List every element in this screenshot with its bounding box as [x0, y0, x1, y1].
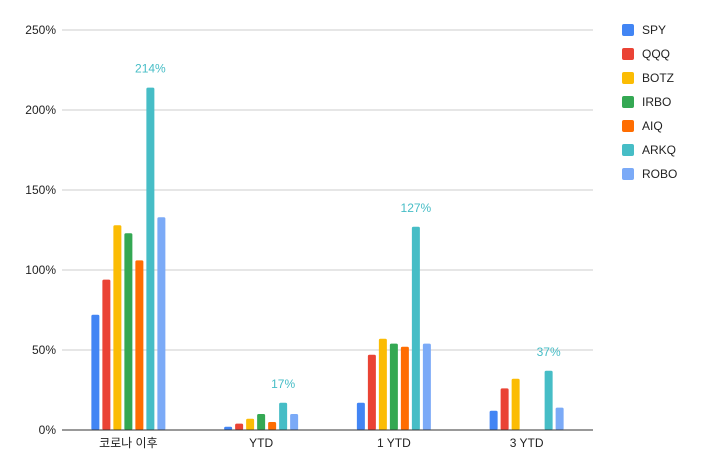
legend-item-qqq: QQQ	[622, 47, 670, 61]
bar-qqq	[500, 388, 509, 430]
legend-item-arkq: ARKQ	[622, 143, 676, 157]
legend-label: SPY	[642, 23, 666, 37]
bar-spy	[224, 426, 233, 430]
legend-swatch	[622, 48, 634, 60]
bar-botz	[511, 378, 520, 430]
bars	[91, 87, 564, 430]
legend-swatch	[622, 24, 634, 36]
bar-irbo	[389, 343, 398, 430]
legend: SPY QQQ BOTZ IRBO AIQ ARKQ ROBO	[622, 23, 677, 181]
data-label: 37%	[537, 345, 561, 359]
bar-irbo	[124, 233, 133, 430]
x-category-label: YTD	[249, 436, 273, 450]
bar-botz	[246, 418, 255, 430]
bar-robo	[422, 343, 431, 430]
bar-botz	[378, 338, 387, 430]
legend-label: ROBO	[642, 167, 677, 181]
y-tick-label: 200%	[25, 103, 56, 117]
bar-spy	[489, 410, 498, 430]
bar-spy	[91, 314, 100, 430]
bar-robo	[555, 407, 564, 430]
legend-swatch	[622, 168, 634, 180]
bar-botz	[113, 225, 122, 430]
legend-label: QQQ	[642, 47, 670, 61]
y-axis-ticks: 0% 50% 100% 150% 200% 250%	[25, 23, 56, 437]
bar-robo	[290, 414, 299, 430]
bar-arkq	[146, 87, 155, 430]
y-tick-label: 150%	[25, 183, 56, 197]
bar-aiq	[268, 422, 277, 430]
bar-arkq	[411, 226, 420, 430]
legend-label: BOTZ	[642, 71, 674, 85]
legend-label: AIQ	[642, 119, 663, 133]
bar-qqq	[235, 423, 244, 430]
data-labels: 214% 17% 127% 37%	[135, 62, 561, 391]
bar-robo	[157, 217, 166, 430]
x-category-label: 3 YTD	[510, 436, 544, 450]
bar-arkq	[544, 370, 553, 430]
legend-item-aiq: AIQ	[622, 119, 663, 133]
y-tick-label: 50%	[32, 343, 56, 357]
x-category-label: 1 YTD	[377, 436, 411, 450]
legend-swatch	[622, 96, 634, 108]
bar-aiq	[400, 346, 409, 430]
x-axis-categories: 코로나 이후 YTD 1 YTD 3 YTD	[99, 436, 544, 450]
data-label: 214%	[135, 62, 166, 76]
legend-item-irbo: IRBO	[622, 95, 671, 109]
legend-item-spy: SPY	[622, 23, 666, 37]
y-tick-label: 250%	[25, 23, 56, 37]
legend-swatch	[622, 72, 634, 84]
bar-qqq	[102, 279, 111, 430]
legend-swatch	[622, 120, 634, 132]
y-tick-label: 100%	[25, 263, 56, 277]
x-category-label: 코로나 이후	[99, 436, 158, 450]
y-tick-label: 0%	[39, 423, 57, 437]
bar-spy	[356, 402, 365, 430]
legend-item-robo: ROBO	[622, 167, 677, 181]
bar-arkq	[279, 402, 288, 430]
data-label: 17%	[271, 377, 295, 391]
bar-aiq	[135, 260, 144, 430]
legend-label: IRBO	[642, 95, 671, 109]
legend-item-botz: BOTZ	[622, 71, 674, 85]
bar-qqq	[367, 354, 376, 430]
legend-swatch	[622, 144, 634, 156]
legend-label: ARKQ	[642, 143, 676, 157]
data-label: 127%	[401, 201, 432, 215]
bar-irbo	[257, 414, 266, 430]
